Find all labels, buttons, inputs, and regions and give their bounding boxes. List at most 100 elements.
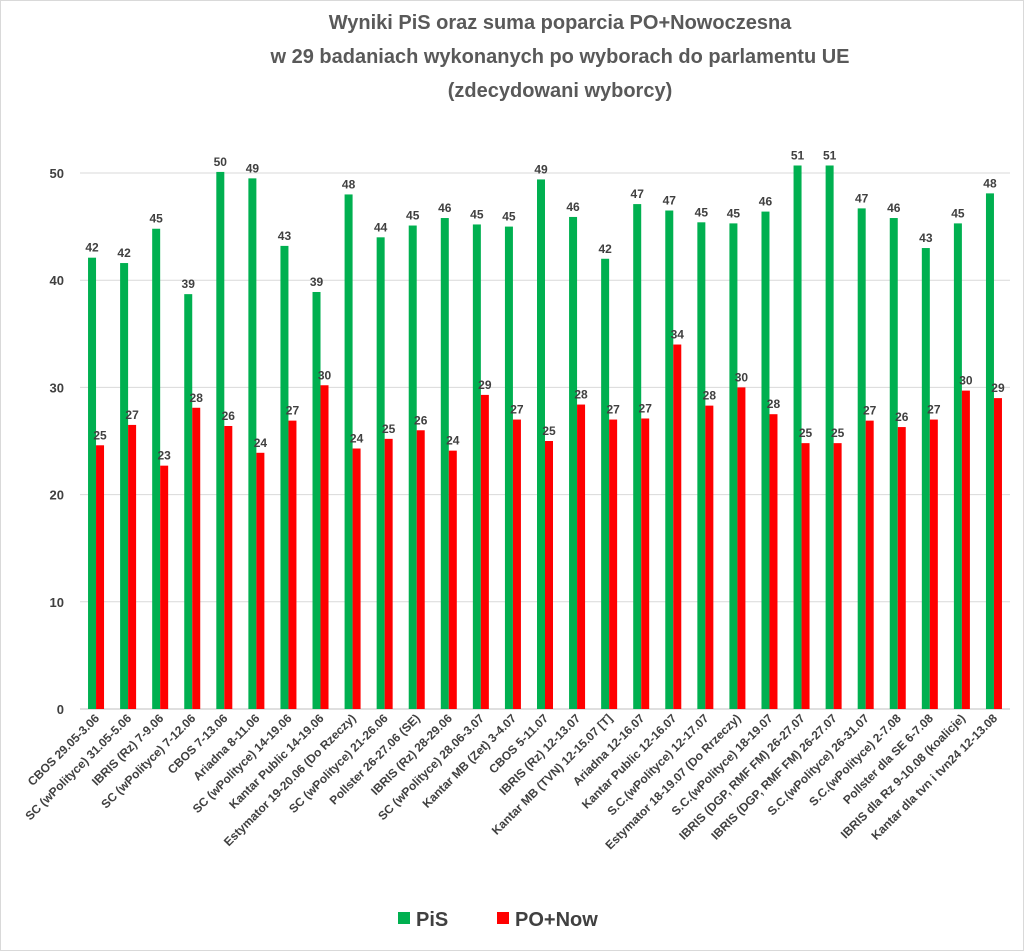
y-tick-label: 20 bbox=[50, 488, 64, 503]
data-label-po-now: 27 bbox=[510, 403, 524, 417]
data-label-pis: 46 bbox=[759, 195, 773, 209]
data-label-pis: 42 bbox=[117, 246, 131, 260]
data-label-po-now: 26 bbox=[414, 413, 428, 427]
bar-pis bbox=[248, 178, 257, 710]
legend-label-pis: PiS bbox=[416, 909, 448, 931]
bar-pis bbox=[825, 165, 834, 710]
bar-pis bbox=[889, 218, 898, 710]
bar-po-now bbox=[256, 452, 265, 709]
bar-pis bbox=[120, 263, 129, 709]
bar-pis bbox=[344, 194, 353, 709]
bar-pis bbox=[697, 222, 706, 709]
bar-pis bbox=[953, 223, 962, 709]
data-label-pis: 45 bbox=[149, 212, 163, 226]
y-tick-label: 50 bbox=[50, 166, 64, 181]
data-label-po-now: 28 bbox=[574, 388, 588, 402]
bar-po-now bbox=[352, 448, 361, 709]
y-axis: 0 10 20 30 40 50 bbox=[50, 166, 64, 717]
y-tick-label: 30 bbox=[50, 380, 64, 395]
bar-pis bbox=[857, 208, 866, 709]
data-label-po-now: 23 bbox=[157, 449, 171, 463]
bar-pis bbox=[376, 237, 385, 709]
bar-po-now bbox=[673, 344, 682, 709]
bars bbox=[88, 165, 1002, 710]
data-label-po-now: 25 bbox=[93, 428, 107, 442]
data-label-pis: 51 bbox=[791, 148, 805, 162]
data-label-pis: 49 bbox=[246, 161, 260, 175]
data-label-pis: 45 bbox=[470, 207, 484, 221]
data-labels: 42 25 42 27 45 23 39 28 50 26 49 24 43 27 39 30 48 24 44 25… bbox=[85, 148, 1005, 462]
bar-pis bbox=[472, 224, 481, 709]
data-label-po-now: 29 bbox=[478, 378, 492, 392]
data-label-po-now: 29 bbox=[991, 381, 1005, 395]
bar-pis bbox=[537, 179, 545, 709]
data-label-po-now: 26 bbox=[895, 410, 909, 424]
data-label-po-now: 28 bbox=[703, 389, 717, 403]
bar-po-now bbox=[128, 424, 137, 709]
bar-pis bbox=[665, 210, 674, 709]
bar-pis bbox=[152, 228, 161, 709]
y-tick-label: 0 bbox=[57, 702, 64, 717]
data-label-po-now: 25 bbox=[542, 424, 556, 438]
bar-po-now bbox=[512, 419, 521, 709]
bar-pis bbox=[761, 211, 770, 710]
bar-po-now bbox=[897, 427, 906, 709]
data-label-pis: 48 bbox=[342, 177, 356, 191]
data-label-pis: 39 bbox=[182, 277, 196, 291]
data-label-pis: 45 bbox=[727, 206, 741, 220]
data-label-po-now: 24 bbox=[446, 434, 460, 448]
data-label-po-now: 30 bbox=[959, 374, 973, 388]
data-label-pis: 51 bbox=[823, 148, 837, 162]
bar-pis bbox=[312, 291, 321, 709]
bar-po-now bbox=[288, 420, 297, 709]
data-label-po-now: 34 bbox=[671, 328, 685, 342]
chart-title-line-2: w 29 badaniach wykonanych po wyborach do… bbox=[269, 46, 849, 68]
y-tick-label: 40 bbox=[50, 273, 64, 288]
data-label-pis: 45 bbox=[695, 205, 709, 219]
data-label-pis: 47 bbox=[663, 194, 677, 208]
bar-po-now bbox=[545, 441, 553, 709]
data-label-po-now: 28 bbox=[767, 397, 781, 411]
data-label-po-now: 30 bbox=[735, 370, 749, 384]
data-label-pis: 47 bbox=[855, 191, 869, 205]
data-label-po-now: 24 bbox=[350, 432, 364, 446]
bar-po-now bbox=[224, 425, 233, 709]
bar-po-now bbox=[160, 465, 169, 709]
bar-po-now bbox=[480, 394, 489, 709]
bar-pis bbox=[216, 171, 225, 710]
legend: PiS PO+Now bbox=[398, 909, 598, 931]
data-label-po-now: 27 bbox=[927, 403, 941, 417]
bar-pis bbox=[601, 258, 610, 709]
y-tick-label: 10 bbox=[50, 595, 64, 610]
data-label-pis: 49 bbox=[534, 162, 548, 176]
bar-po-now bbox=[641, 418, 650, 709]
data-label-pis: 39 bbox=[310, 275, 324, 289]
bar-pis bbox=[569, 216, 578, 709]
chart-title: Wyniki PiS oraz suma poparcia PO+Nowocze… bbox=[269, 12, 849, 102]
chart-title-line-1: Wyniki PiS oraz suma poparcia PO+Nowocze… bbox=[329, 12, 792, 34]
data-label-po-now: 27 bbox=[125, 408, 139, 422]
data-label-pis: 42 bbox=[598, 242, 612, 256]
data-label-pis: 43 bbox=[919, 231, 933, 245]
bar-pis bbox=[985, 193, 994, 710]
data-label-pis: 45 bbox=[406, 209, 420, 223]
bar-po-now bbox=[833, 443, 842, 709]
data-label-po-now: 27 bbox=[863, 404, 877, 418]
bar-po-now bbox=[96, 445, 105, 709]
bar-po-now bbox=[801, 443, 810, 709]
bar-pis bbox=[88, 257, 97, 709]
data-label-po-now: 25 bbox=[799, 426, 813, 440]
data-label-po-now: 24 bbox=[254, 436, 268, 450]
bar-po-now bbox=[448, 450, 457, 709]
legend-label-po-now: PO+Now bbox=[515, 909, 598, 931]
bar-po-now bbox=[384, 438, 393, 709]
bar-po-now bbox=[961, 390, 970, 709]
data-label-po-now: 28 bbox=[190, 391, 204, 405]
data-label-po-now: 27 bbox=[639, 401, 653, 415]
bar-pis bbox=[793, 165, 802, 710]
bar-pis bbox=[504, 226, 513, 709]
bar-po-now bbox=[737, 387, 746, 709]
data-label-pis: 47 bbox=[631, 187, 645, 201]
